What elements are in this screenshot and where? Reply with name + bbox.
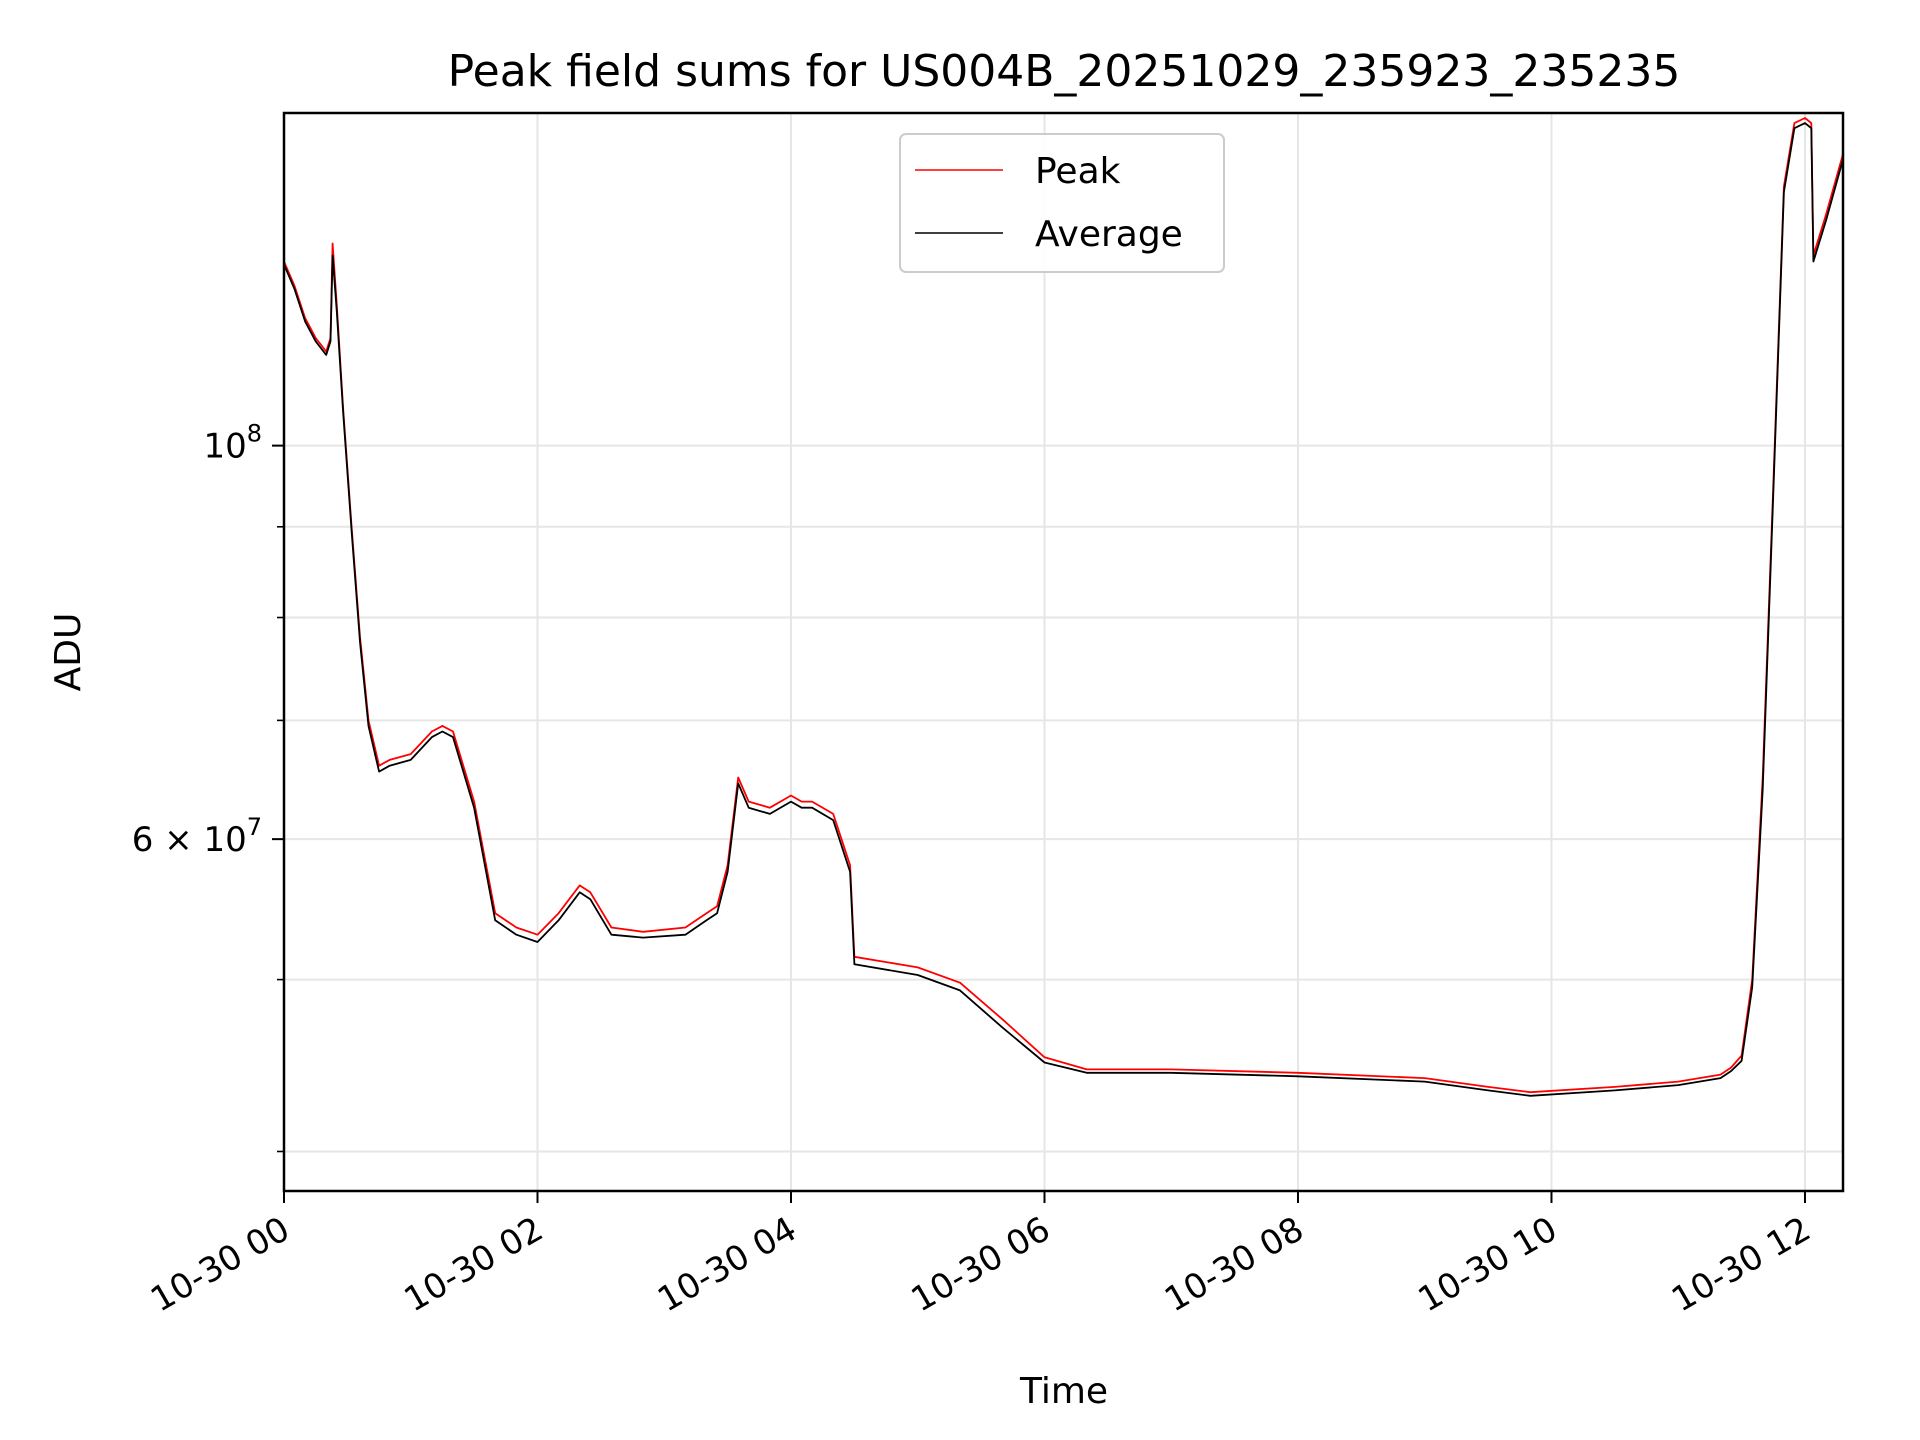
series-line-average xyxy=(284,122,1843,1097)
legend-label-average: Average xyxy=(1035,214,1183,255)
y-axis-ticks: 108 6 × 107 xyxy=(132,420,284,1153)
legend-label-peak: Peak xyxy=(1035,151,1121,192)
legend-box xyxy=(899,133,1225,273)
legend: Peak Average xyxy=(899,133,1225,273)
chart-title: Peak field sums for US004B_20251029_2359… xyxy=(448,46,1681,97)
y-tick-label: 108 xyxy=(203,420,262,467)
series-group xyxy=(284,117,1843,1097)
y-axis-label: ADU xyxy=(48,613,89,692)
plot-frame xyxy=(282,111,1845,1193)
y-tick-label: 6 × 107 xyxy=(132,813,262,860)
grid-lines xyxy=(283,113,1843,1191)
x-axis-label: Time xyxy=(1019,1371,1108,1412)
